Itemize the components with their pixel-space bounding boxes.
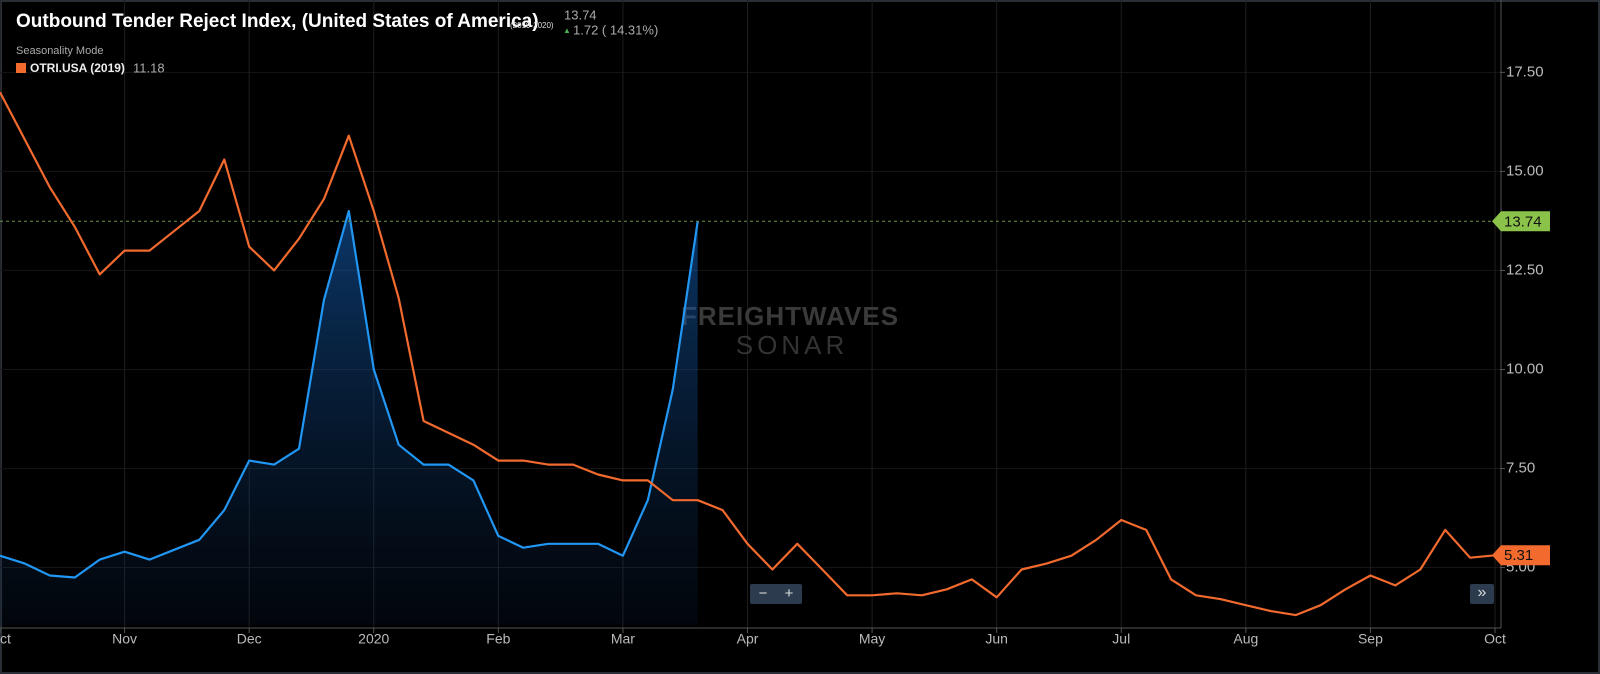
- x-tick-label: 2020: [358, 631, 389, 647]
- zoom-controls[interactable]: − +: [750, 584, 802, 604]
- last-value-tag: [1492, 211, 1550, 232]
- plot: [0, 91, 1500, 625]
- watermark: FREIGHTWAVES SONAR: [681, 301, 899, 360]
- zoom-in[interactable]: +: [785, 585, 794, 602]
- scroll-end-box[interactable]: [1470, 584, 1494, 604]
- x-tick-label: Feb: [486, 631, 510, 647]
- scroll-end[interactable]: »: [1478, 584, 1487, 601]
- x-tick-label: May: [859, 631, 885, 647]
- legend-swatch: [16, 63, 26, 73]
- x-tick-label: Oct: [0, 631, 11, 647]
- x-tick-label: Sep: [1358, 631, 1383, 647]
- legend-label: OTRI.USA (2019): [30, 61, 125, 75]
- header-value: 13.74: [564, 7, 597, 22]
- y-tick-label: 15.00: [1506, 162, 1544, 179]
- x-tick-label: Oct: [1484, 631, 1506, 647]
- last-value-tag: [1492, 545, 1550, 566]
- x-tick-label: Nov: [112, 631, 137, 647]
- watermark-brand: FREIGHTWAVES: [681, 301, 899, 331]
- y-tick-label: 17.50: [1506, 63, 1544, 80]
- title-period: (2019-2020): [510, 21, 554, 30]
- x-tick-label: Dec: [237, 631, 262, 647]
- line: [0, 91, 1496, 617]
- watermark-product: SONAR: [736, 330, 848, 360]
- mode-label: Seasonality Mode: [16, 45, 103, 57]
- x-tick-label: Mar: [611, 631, 635, 647]
- header-change: 1.72 ( 14.31%): [573, 22, 658, 37]
- x-tick-label: Jul: [1112, 631, 1130, 647]
- y-tick-label: 12.50: [1506, 261, 1544, 278]
- area: [0, 211, 698, 625]
- line: [0, 209, 699, 579]
- legend-value: 11.18: [133, 60, 165, 75]
- x-tick-label: Apr: [737, 631, 759, 647]
- x-tick-label: Aug: [1233, 631, 1258, 647]
- zoom-out[interactable]: −: [759, 585, 768, 602]
- y-tick-label: 10.00: [1506, 360, 1544, 377]
- chart-title: Outbound Tender Reject Index, (United St…: [16, 11, 539, 32]
- change-arrow: ▲: [563, 26, 571, 35]
- x-tick-label: Jun: [985, 631, 1008, 647]
- last-value-label: 13.74: [1504, 213, 1542, 230]
- last-value-label: 5.31: [1504, 547, 1533, 564]
- zoom-box[interactable]: [750, 584, 802, 604]
- y-tick-label: 7.50: [1506, 459, 1535, 476]
